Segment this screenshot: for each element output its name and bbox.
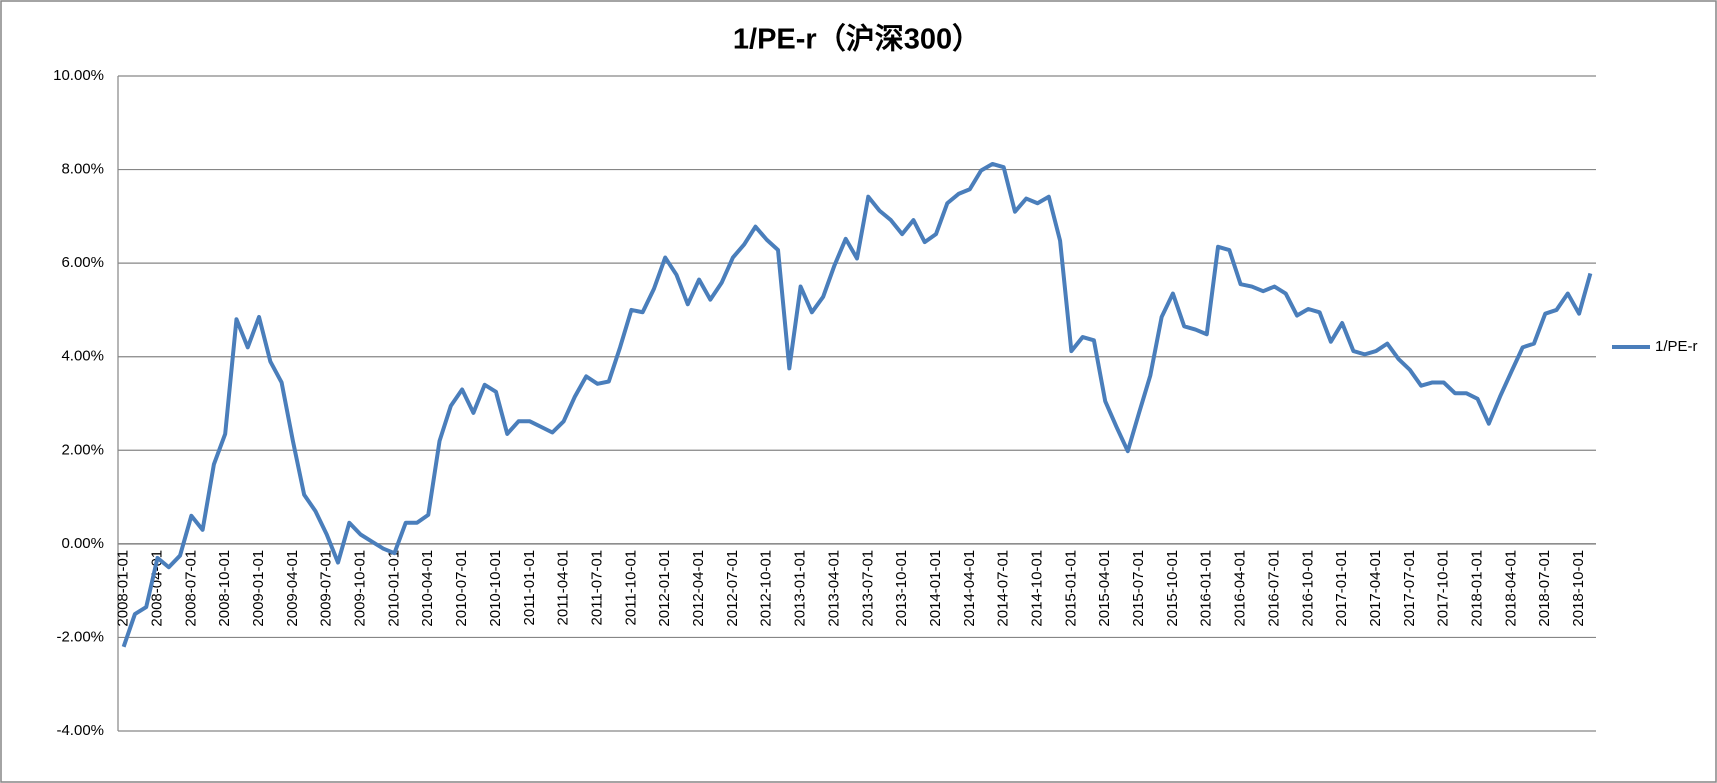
x-tick-label: 2008-07-01 [182, 550, 199, 627]
x-tick-label: 2013-04-01 [825, 550, 842, 627]
x-tick-label: 2008-01-01 [115, 550, 132, 627]
y-tick-label: 6.00% [61, 254, 104, 271]
legend-label: 1/PE-r [1655, 338, 1698, 355]
x-tick-label: 2018-01-01 [1469, 550, 1486, 627]
x-tick-label: 2008-04-01 [148, 550, 165, 627]
x-tick-label: 2009-10-01 [352, 550, 369, 627]
x-tick-label: 2009-01-01 [250, 550, 267, 627]
x-tick-label: 2011-07-01 [588, 550, 605, 626]
x-tick-label: 2017-04-01 [1367, 550, 1384, 627]
y-tick-label: -4.00% [56, 722, 104, 739]
x-tick-label: 2016-04-01 [1232, 550, 1249, 627]
x-tick-label: 2016-07-01 [1265, 550, 1282, 627]
x-tick-label: 2009-07-01 [318, 550, 335, 627]
x-tick-label: 2012-10-01 [758, 550, 775, 627]
x-tick-label: 2008-10-01 [216, 550, 233, 627]
x-tick-label: 2011-10-01 [622, 550, 639, 626]
x-tick-label: 2017-01-01 [1333, 550, 1350, 627]
x-tick-label: 2010-10-01 [487, 550, 504, 627]
x-tick-label: 2017-10-01 [1435, 550, 1452, 627]
x-tick-label: 2012-04-01 [690, 550, 707, 627]
y-tick-label: -2.00% [56, 628, 104, 645]
x-tick-label: 2010-07-01 [453, 550, 470, 627]
y-tick-label: 2.00% [61, 441, 104, 458]
x-tick-label: 2012-01-01 [656, 550, 673, 627]
x-tick-label: 2014-10-01 [1028, 550, 1045, 627]
x-tick-label: 2015-07-01 [1130, 550, 1147, 627]
x-tick-label: 2015-04-01 [1096, 550, 1113, 627]
x-tick-label: 2011-04-01 [555, 550, 572, 626]
chart-title: 1/PE-r（沪深300） [733, 23, 981, 56]
x-tick-label: 2013-07-01 [859, 550, 876, 627]
x-tick-label: 2014-07-01 [995, 550, 1012, 627]
x-tick-label: 2015-01-01 [1062, 550, 1079, 627]
x-tick-label: 2015-10-01 [1164, 550, 1181, 627]
y-tick-label: 8.00% [61, 161, 104, 178]
x-tick-label: 2014-04-01 [961, 550, 978, 627]
x-tick-label: 2014-01-01 [927, 550, 944, 627]
x-tick-label: 2009-04-01 [284, 550, 301, 627]
line-series [121, 161, 1593, 648]
y-tick-label: 0.00% [61, 535, 104, 552]
x-tick-label: 2011-01-01 [521, 550, 538, 626]
x-tick-label: 2018-07-01 [1536, 550, 1553, 627]
y-tick-label: 4.00% [61, 348, 104, 365]
x-tick-label: 2013-10-01 [893, 550, 910, 627]
x-tick-label: 2010-01-01 [385, 550, 402, 627]
x-tick-label: 2018-10-01 [1570, 550, 1587, 627]
x-tick-label: 2010-04-01 [419, 550, 436, 627]
x-tick-label: 2016-10-01 [1299, 550, 1316, 627]
x-tick-label: 2012-07-01 [724, 550, 741, 627]
x-tick-label: 2016-01-01 [1198, 550, 1215, 627]
x-tick-label: 2017-07-01 [1401, 550, 1418, 627]
x-tick-label: 2013-01-01 [792, 550, 809, 627]
y-tick-label: 10.00% [53, 67, 104, 84]
x-tick-label: 2018-04-01 [1502, 550, 1519, 627]
